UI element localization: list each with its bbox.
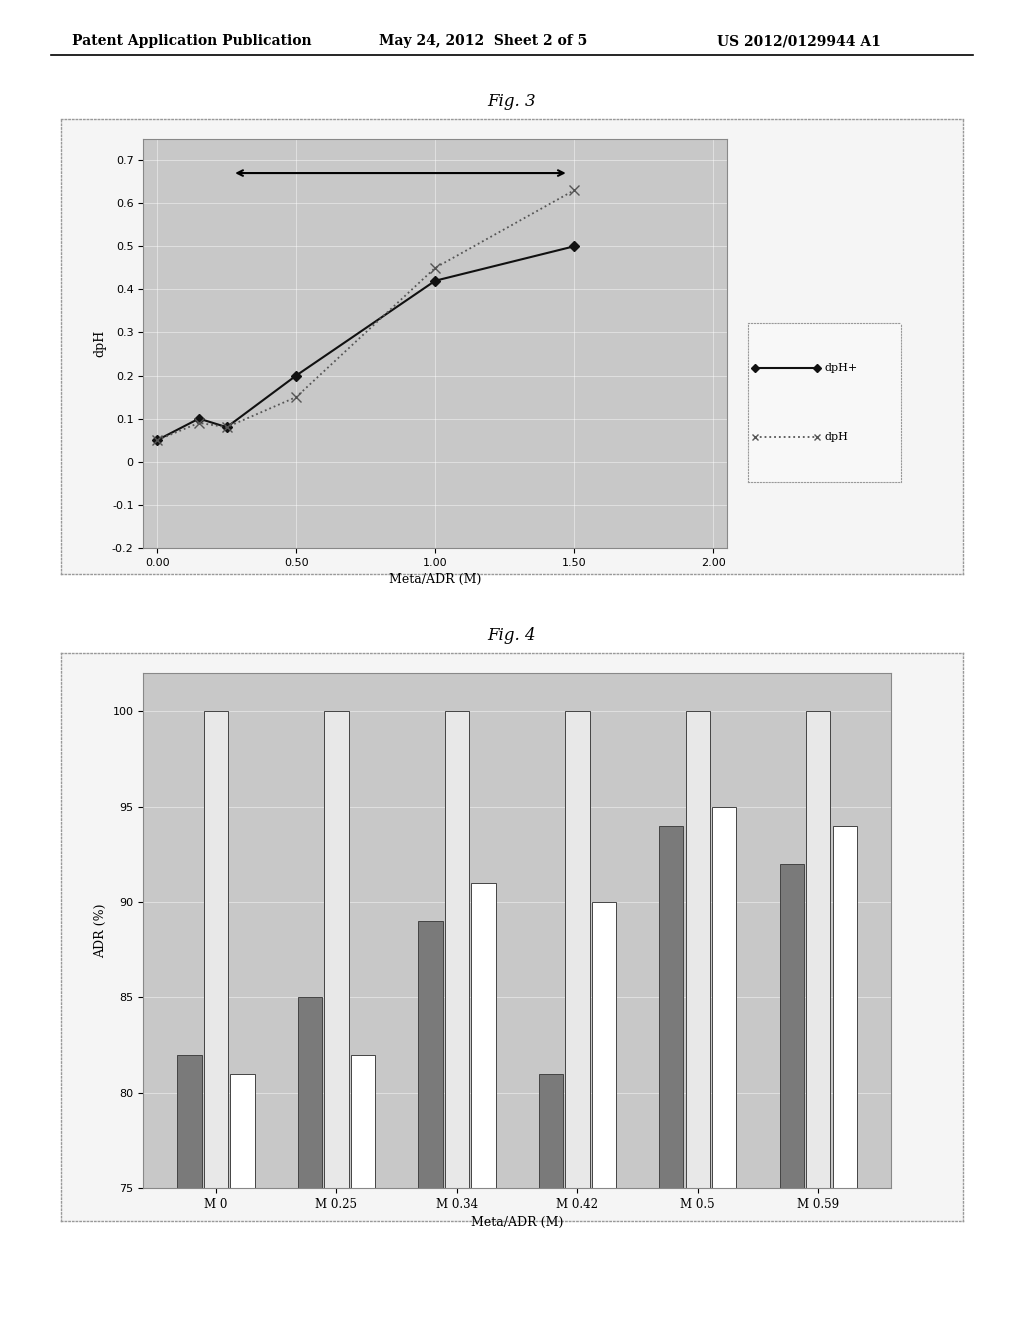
Bar <box>539 1073 563 1320</box>
Bar <box>779 863 804 1320</box>
Bar <box>686 711 710 1320</box>
dpH+ <box>220 420 232 436</box>
Bar <box>418 921 442 1320</box>
dpH+ <box>429 273 441 289</box>
dpH <box>152 432 164 447</box>
Bar <box>565 711 590 1320</box>
Bar <box>351 1055 375 1320</box>
Bar <box>444 711 469 1320</box>
Text: dpH+: dpH+ <box>824 363 857 372</box>
Bar <box>712 807 736 1320</box>
Text: May 24, 2012  Sheet 2 of 5: May 24, 2012 Sheet 2 of 5 <box>379 34 587 49</box>
Bar <box>471 883 496 1320</box>
Text: dpH: dpH <box>824 433 848 442</box>
Bar <box>298 998 323 1320</box>
Bar <box>806 711 830 1320</box>
dpH+ <box>152 432 164 447</box>
dpH <box>193 414 205 430</box>
Bar <box>592 902 616 1320</box>
Bar <box>230 1073 255 1320</box>
X-axis label: Meta/ADR (M): Meta/ADR (M) <box>389 573 481 586</box>
Bar <box>177 1055 202 1320</box>
dpH <box>220 420 232 436</box>
Bar <box>659 826 683 1320</box>
dpH <box>568 182 581 198</box>
Text: US 2012/0129944 A1: US 2012/0129944 A1 <box>717 34 881 49</box>
Text: Fig. 3: Fig. 3 <box>487 92 537 110</box>
dpH+ <box>290 367 302 383</box>
Line: dpH: dpH <box>153 185 579 445</box>
X-axis label: Meta/ADR (M): Meta/ADR (M) <box>471 1216 563 1229</box>
dpH+ <box>568 239 581 255</box>
dpH <box>429 260 441 276</box>
Line: dpH+: dpH+ <box>154 243 578 444</box>
Text: Fig. 4: Fig. 4 <box>487 627 537 644</box>
Text: Patent Application Publication: Patent Application Publication <box>72 34 311 49</box>
Bar <box>833 826 857 1320</box>
dpH+ <box>193 411 205 426</box>
Bar <box>204 711 228 1320</box>
Y-axis label: ADR (%): ADR (%) <box>94 903 108 958</box>
Bar <box>325 711 348 1320</box>
Y-axis label: dpH: dpH <box>93 330 106 356</box>
dpH <box>290 389 302 405</box>
